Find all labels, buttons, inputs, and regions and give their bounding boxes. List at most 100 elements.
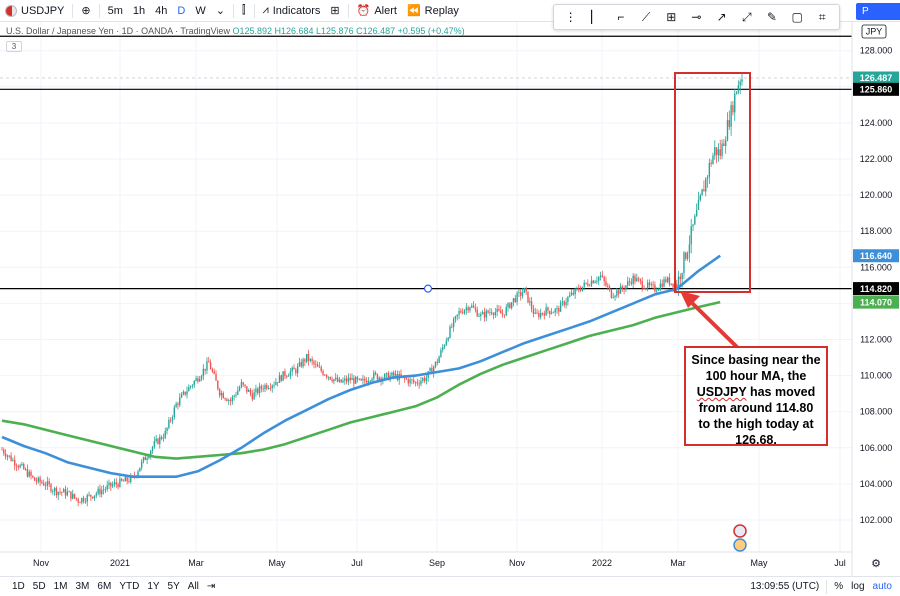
candles bbox=[1, 72, 743, 507]
candle-body bbox=[325, 375, 328, 378]
x-tick-label: Nov bbox=[33, 558, 50, 568]
indicator-count-badge[interactable]: 3 bbox=[6, 41, 22, 52]
range-5d[interactable]: 5D bbox=[32, 581, 46, 592]
candle-body bbox=[316, 364, 319, 367]
interval-4h[interactable]: 4h bbox=[155, 4, 168, 17]
price-label: 116.640 bbox=[860, 251, 892, 261]
range-1m[interactable]: 1M bbox=[53, 581, 68, 592]
candle-body bbox=[52, 491, 54, 492]
candle-body bbox=[641, 280, 643, 289]
x-tick-label: Mar bbox=[188, 558, 204, 568]
range-6m[interactable]: 6M bbox=[97, 581, 112, 592]
candle-body bbox=[208, 361, 210, 363]
color-bar-icon[interactable]: ▏ bbox=[591, 10, 601, 24]
candle-body bbox=[81, 497, 83, 503]
candle-body bbox=[211, 369, 214, 372]
candle-body bbox=[217, 380, 219, 390]
candle-body bbox=[278, 375, 281, 383]
candle-body bbox=[222, 393, 224, 399]
candle-body bbox=[679, 276, 682, 280]
interval-5m[interactable]: 5m bbox=[107, 4, 123, 17]
range-all[interactable]: All bbox=[187, 581, 199, 592]
candle-body bbox=[429, 368, 431, 372]
candle-body bbox=[423, 378, 426, 381]
candle-body bbox=[102, 489, 105, 491]
price-chart[interactable]: 102.000 104.000 106.000 108.000 110.000 112.0… bbox=[0, 0, 900, 576]
candle-body bbox=[258, 386, 261, 394]
candle-body bbox=[3, 449, 5, 454]
arrow-icon[interactable]: ↗ bbox=[716, 10, 727, 24]
range-ytd[interactable]: YTD bbox=[119, 581, 140, 592]
candle-body bbox=[240, 382, 243, 388]
interval-1h[interactable]: 1h bbox=[132, 4, 146, 17]
arrow-shaft bbox=[688, 299, 742, 352]
candle-body bbox=[735, 91, 738, 94]
pencil-icon[interactable]: ✎ bbox=[766, 10, 777, 24]
templates-button[interactable]: ⊞ bbox=[325, 0, 344, 22]
clock-label[interactable]: 13:09:55 (UTC) bbox=[750, 581, 820, 592]
candle-body bbox=[460, 310, 462, 313]
candle-body bbox=[155, 438, 157, 442]
candle-body bbox=[113, 482, 116, 485]
candle-body bbox=[6, 455, 9, 457]
candle-body bbox=[661, 283, 663, 287]
candle-body bbox=[284, 371, 286, 377]
log-toggle[interactable]: log bbox=[851, 581, 865, 592]
range-3m[interactable]: 3M bbox=[75, 581, 90, 592]
compare-button[interactable]: ⊕ bbox=[76, 0, 95, 22]
candle-body bbox=[262, 388, 264, 390]
y-tick-label: 104.000 bbox=[860, 479, 893, 489]
candle-body bbox=[220, 393, 223, 396]
candle-body bbox=[605, 281, 607, 286]
candle-body bbox=[247, 390, 250, 392]
candle-body bbox=[601, 275, 604, 277]
chart-type-button[interactable]: ⫿ bbox=[237, 0, 251, 22]
horizontal-line-icon[interactable]: ⊸ bbox=[691, 10, 702, 24]
brush-icon[interactable]: ⌗ bbox=[818, 9, 826, 24]
drag-handle-icon[interactable]: ⋮ bbox=[564, 10, 577, 24]
interval-w[interactable]: W bbox=[195, 4, 206, 17]
candle-body bbox=[175, 403, 177, 408]
alert-button[interactable]: ⏰ Alert bbox=[352, 0, 402, 22]
y-tick-label: 124.000 bbox=[860, 118, 893, 128]
candle-body bbox=[739, 81, 741, 86]
rectangle-icon[interactable]: ▢ bbox=[791, 10, 803, 24]
candle-body bbox=[153, 441, 156, 447]
candle-body bbox=[313, 361, 315, 365]
price-axis[interactable]: 102.000 104.000 106.000 108.000 110.000 112.0… bbox=[851, 22, 900, 576]
price-label-bg bbox=[853, 295, 899, 309]
range-1y[interactable]: 1Y bbox=[147, 581, 160, 592]
symbol-search[interactable]: USDJPY bbox=[0, 0, 69, 22]
candle-body bbox=[668, 277, 671, 285]
candle-body bbox=[456, 314, 458, 317]
time-axis[interactable]: Nov 2021 Mar May Jul Sep Nov 2022 Mar May Jul ⚙ bbox=[0, 551, 881, 570]
range-5y[interactable]: 5Y bbox=[167, 581, 180, 592]
price-label: 126.487 bbox=[860, 73, 893, 83]
crosshair-box-icon[interactable]: ⊞ bbox=[666, 10, 677, 24]
percent-toggle[interactable]: % bbox=[834, 581, 844, 592]
range-1d[interactable]: 1D bbox=[12, 581, 25, 592]
interval-d[interactable]: D bbox=[177, 4, 186, 17]
candle-body bbox=[177, 403, 179, 405]
candle-body bbox=[342, 380, 344, 383]
candle-body bbox=[110, 482, 112, 487]
candle-body bbox=[443, 345, 446, 348]
publish-button[interactable]: P bbox=[856, 3, 900, 20]
candle-body bbox=[503, 314, 506, 316]
bottom-right-controls: 13:09:55 (UTC) % log auto bbox=[746, 579, 900, 594]
candle-body bbox=[565, 302, 567, 306]
candle-body bbox=[46, 481, 49, 486]
indicators-button[interactable]: ⩘ Indicators bbox=[258, 0, 326, 22]
interval-dropdown[interactable]: ⌄ bbox=[211, 0, 230, 22]
goto-date-icon[interactable]: ⇥ bbox=[206, 581, 216, 592]
candle-body bbox=[445, 340, 448, 346]
path-icon[interactable]: ⤢ bbox=[741, 9, 752, 24]
candle-body bbox=[472, 305, 475, 308]
auto-toggle[interactable]: auto bbox=[872, 581, 892, 592]
trendline-icon[interactable]: ⟋ bbox=[641, 9, 651, 24]
text-icon[interactable]: ⌐ bbox=[617, 10, 625, 24]
candle-body bbox=[249, 390, 252, 394]
candle-body bbox=[708, 162, 711, 177]
candle-body bbox=[561, 301, 564, 303]
replay-button[interactable]: ⏪ Replay bbox=[402, 0, 464, 22]
